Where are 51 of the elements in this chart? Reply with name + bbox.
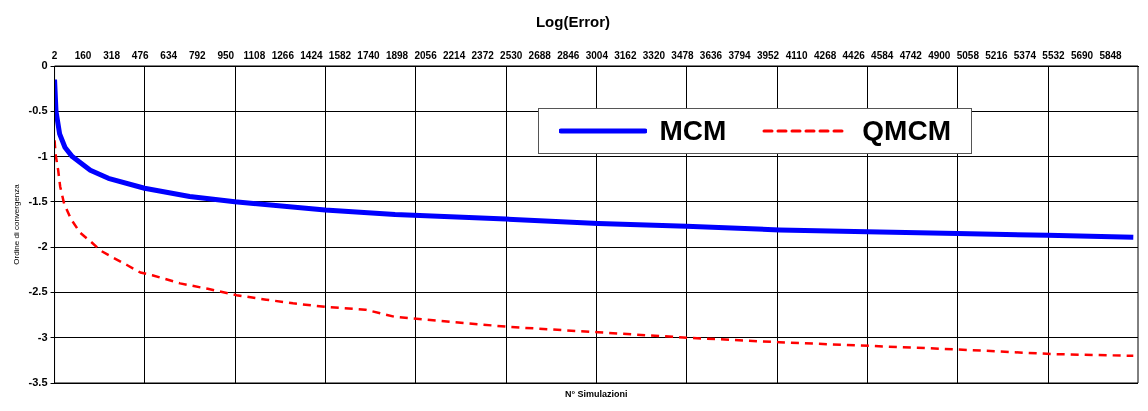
x-tick-label: 1582 <box>328 49 352 61</box>
x-tick-label: 3004 <box>585 49 609 61</box>
y-tick-label: -2.5 <box>28 285 48 298</box>
x-tick-label: 160 <box>74 49 92 61</box>
x-tick-label: 476 <box>131 49 149 61</box>
x-axis-title: N° Simulazioni <box>564 389 628 400</box>
x-tick-label: 5058 <box>956 49 980 61</box>
x-tick-label: 1424 <box>300 49 323 61</box>
x-tick-label: 4268 <box>814 49 837 61</box>
y-tick-label: -0.5 <box>28 104 48 117</box>
y-tick-label: 0 <box>41 59 48 72</box>
x-tick-label: 4426 <box>842 49 866 61</box>
x-tick-label: 5690 <box>1070 49 1094 61</box>
x-tick-label: 1898 <box>385 49 409 61</box>
x-tick-label: 3794 <box>728 49 752 61</box>
legend-label: QMCM <box>862 115 951 147</box>
x-tick-label: 3320 <box>642 49 666 61</box>
x-tick-label: 3636 <box>699 49 723 61</box>
x-tick-label: 2846 <box>557 49 580 61</box>
legend-label: MCM <box>659 115 727 147</box>
x-tick-label: 2530 <box>500 49 523 61</box>
y-tick-label: -3.5 <box>28 376 48 389</box>
chart-title: Log(Error) <box>535 13 611 31</box>
x-tick-label: 318 <box>103 49 121 61</box>
x-tick-label: 4900 <box>928 49 951 61</box>
x-tick-label: 792 <box>188 49 207 61</box>
x-tick-label: 950 <box>217 49 235 61</box>
x-tick-label: 4742 <box>899 49 923 61</box>
x-tick-label: 1266 <box>271 49 295 61</box>
x-tick-label: 2214 <box>442 49 466 61</box>
x-tick-label: 1740 <box>357 49 381 61</box>
x-tick-label: 2688 <box>528 49 552 61</box>
y-tick-label: -3 <box>37 330 48 343</box>
x-tick-label: 1108 <box>243 49 266 61</box>
x-tick-label: 2372 <box>471 49 495 61</box>
x-tick-label: 3162 <box>614 49 637 61</box>
y-tick-label: -2 <box>37 240 48 253</box>
x-tick-label: 5848 <box>1099 49 1123 61</box>
x-tick-label: 4110 <box>785 49 808 61</box>
x-tick-label: 3952 <box>756 49 780 61</box>
y-axis-title: Ordine di convergenza <box>12 183 21 265</box>
x-tick-label: 634 <box>160 49 178 61</box>
x-tick-label: 5374 <box>1013 49 1037 61</box>
y-tick-label: -1 <box>37 149 48 162</box>
x-tick-label: 5532 <box>1042 49 1066 61</box>
y-tick-label: -1.5 <box>28 194 48 207</box>
x-tick-label: 4584 <box>871 49 894 61</box>
x-tick-label: 2 <box>51 49 58 61</box>
x-tick-label: 5216 <box>985 49 1008 61</box>
x-tick-label: 2056 <box>414 49 438 61</box>
x-tick-label: 3478 <box>671 49 694 61</box>
